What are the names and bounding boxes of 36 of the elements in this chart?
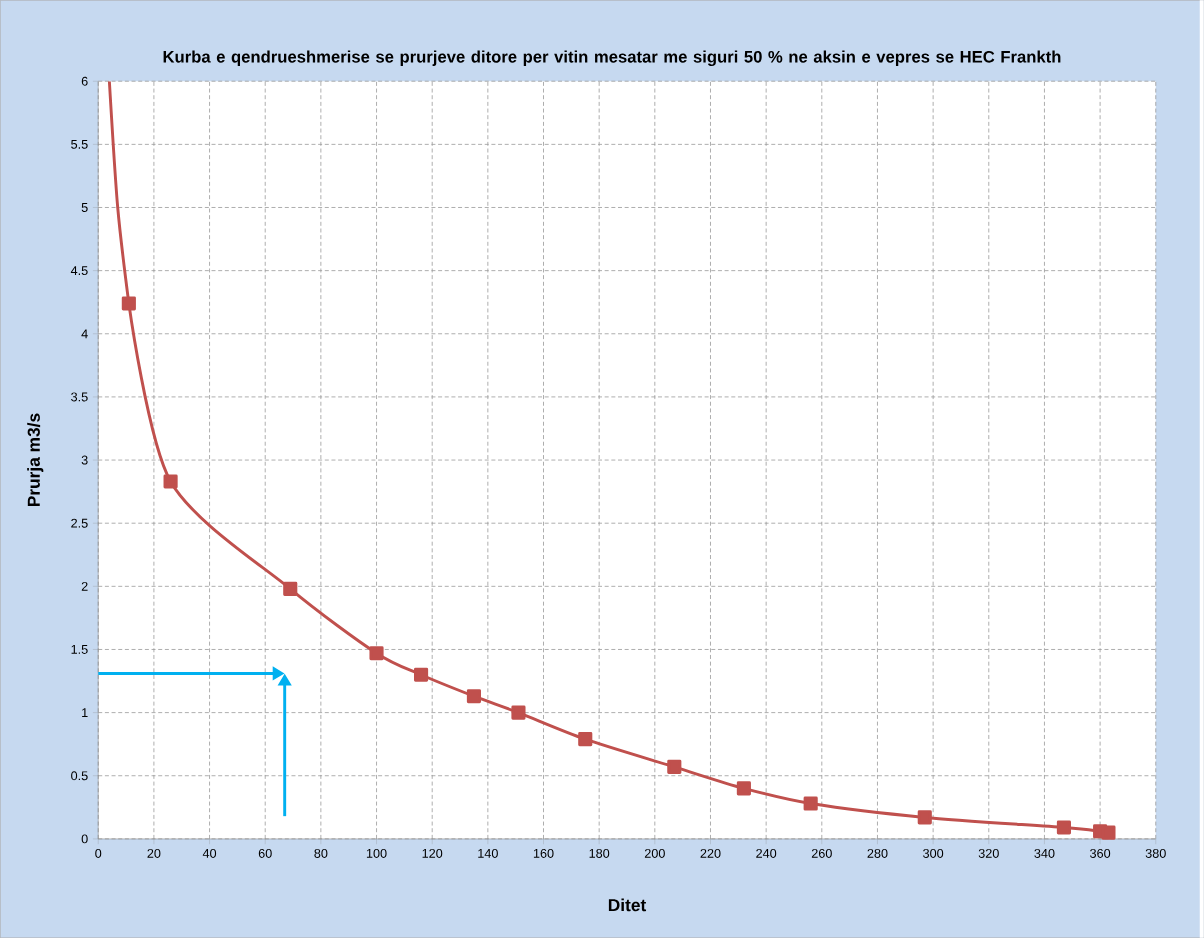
- x-tick-label: 40: [202, 848, 217, 858]
- y-tick-label: 3: [81, 455, 88, 465]
- y-tick-label: 1.5: [71, 645, 88, 654]
- x-tick-label: 220: [700, 848, 721, 858]
- x-tick-label: 280: [867, 848, 888, 858]
- x-tick-label: 260: [811, 848, 832, 858]
- y-tick-label: 6: [81, 76, 88, 86]
- x-tick-label: 380: [1145, 848, 1166, 858]
- y-tick-label: 3.5: [71, 392, 88, 402]
- x-tick-label: 360: [1090, 848, 1111, 858]
- y-axis-title: Prurja m3/s: [27, 413, 44, 507]
- x-tick-label: 180: [589, 848, 610, 858]
- chart-title: Kurba e qendrueshmerise se prurjeve ditore per vitin mesatar me siguri 50 % ne aksin e vepres se HEC Frankth: [163, 50, 1061, 66]
- x-tick-label: 240: [756, 848, 777, 858]
- y-tick-label: 0.5: [71, 771, 88, 781]
- x-tick-label: 60: [258, 848, 272, 858]
- y-tick-label: 4.5: [70, 266, 88, 276]
- x-axis-title: Ditet: [608, 898, 647, 912]
- x-tick-label: 80: [314, 848, 328, 858]
- x-tick-label: 200: [644, 848, 665, 858]
- x-tick-label: 300: [923, 848, 944, 858]
- x-tick-label: 0: [95, 848, 102, 858]
- x-tick-label: 320: [978, 848, 999, 858]
- x-tick-label: 20: [147, 848, 161, 858]
- x-tick-label: 340: [1034, 848, 1055, 858]
- y-tick-label: 0: [81, 834, 88, 844]
- x-tick-label: 140: [478, 848, 498, 858]
- y-tick-label: 2.5: [71, 518, 88, 528]
- y-tick-label: 5: [81, 203, 88, 212]
- y-tick-label: 2: [81, 581, 88, 591]
- y-tick-label: 1: [82, 708, 88, 717]
- x-tick-label: 160: [533, 848, 554, 858]
- y-tick-label: 5.5: [71, 139, 88, 149]
- x-tick-label: 100: [366, 848, 387, 858]
- x-tick-label: 120: [422, 848, 443, 858]
- y-tick-label: 4: [81, 329, 88, 339]
